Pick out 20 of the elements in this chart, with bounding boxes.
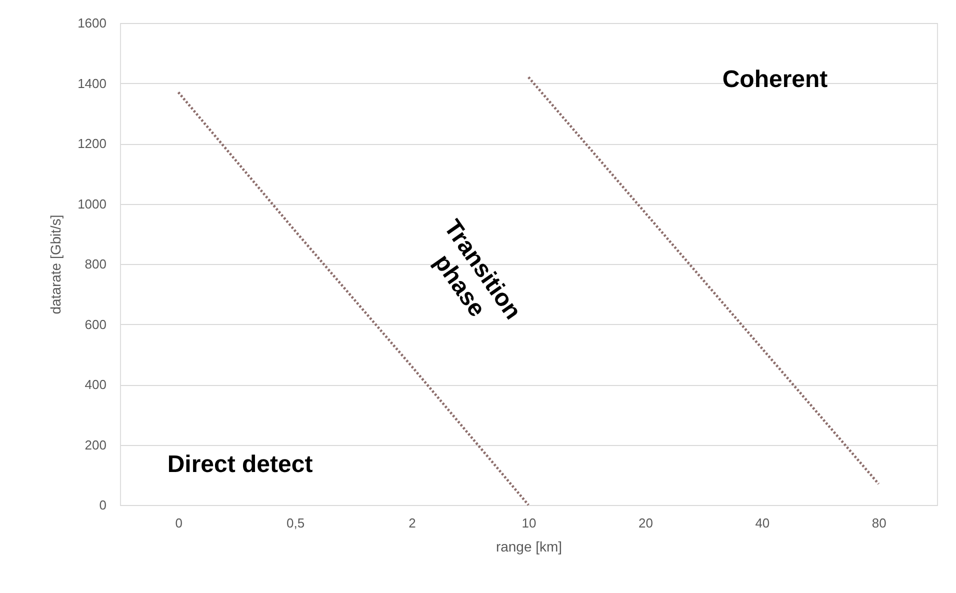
x-tick-label: 2	[408, 516, 416, 530]
x-axis-title: range [km]	[496, 538, 562, 554]
x-tick-label: 10	[522, 516, 536, 530]
y-tick-label: 1000	[78, 196, 106, 212]
y-tick-label: 800	[84, 256, 106, 272]
y-tick-label: 600	[84, 316, 106, 332]
x-tick-label: 40	[755, 516, 770, 530]
annotation: Coherent	[722, 66, 828, 93]
y-axis-title: datarate [Gbit/s]	[48, 214, 64, 314]
y-tick-label: 200	[84, 437, 106, 452]
y-tick-label: 1200	[78, 136, 106, 151]
annotation: Direct detect	[167, 451, 313, 478]
y-tick-label: 1400	[78, 76, 106, 91]
x-tick-label: 0,5	[286, 516, 305, 530]
y-tick-label: 0	[99, 498, 106, 512]
y-tick-label: 400	[84, 377, 106, 392]
x-tick-label: 80	[872, 516, 886, 530]
y-tick-label: 1600	[78, 16, 106, 30]
x-tick-label: 20	[638, 516, 653, 530]
x-tick-label: 0	[175, 516, 182, 530]
